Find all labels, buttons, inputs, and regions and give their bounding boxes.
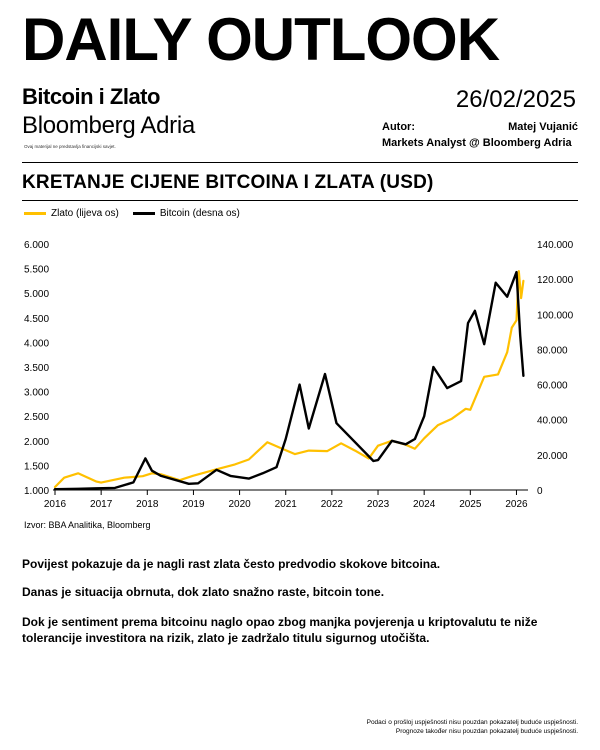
paragraph-1: Povijest pokazuje da je nagli rast zlata… (22, 557, 441, 571)
left-axis-tick-label: 4.000 (24, 338, 49, 349)
author-label: Autor: (382, 121, 415, 133)
paragraph-2: Danas je situacija obrnuta, dok zlato sn… (22, 585, 385, 599)
left-axis-tick-label: 5.500 (24, 265, 49, 276)
author-block: Autor: Matej Vujanić Markets Analyst @ B… (382, 120, 578, 152)
legend-item-bitcoin: Bitcoin (desna os) (132, 208, 240, 219)
chart-source: Izvor: BBA Analitika, Bloomberg (24, 520, 151, 530)
left-axis-tick-label: 5.000 (24, 289, 49, 300)
top-disclaimer: Ovaj materijal ne predstavlja financijsk… (24, 144, 116, 149)
header-divider (22, 162, 578, 163)
left-axis-tick-label: 3.000 (24, 388, 49, 399)
x-axis-tick-label: 2021 (275, 499, 298, 510)
legend-label-bitcoin: Bitcoin (desna os) (159, 208, 240, 219)
right-axis-tick-label: 0 (537, 486, 543, 497)
x-axis-tick-label: 2025 (459, 499, 482, 510)
chart-title-divider (22, 200, 578, 201)
chart-legend: Zlato (lijeva os) Bitcoin (desna os) (24, 208, 254, 219)
author-name: Matej Vujanić (508, 121, 578, 133)
x-axis-tick-label: 2023 (367, 499, 390, 510)
legend-label-gold: Zlato (lijeva os) (51, 208, 119, 219)
right-axis-tick-label: 60.000 (537, 381, 568, 392)
author-role: Markets Analyst @ Bloomberg Adria (382, 136, 572, 149)
right-axis-tick-label: 140.000 (537, 240, 574, 251)
x-axis-tick-label: 2019 (182, 499, 205, 510)
footer-disclaimer: Podaci o prošloj uspješnosti nisu pouzda… (367, 718, 578, 736)
left-axis-tick-label: 2.000 (24, 437, 49, 448)
brand-name: Bloomberg Adria (22, 112, 195, 139)
x-axis-tick-label: 2022 (321, 499, 344, 510)
right-axis-tick-label: 40.000 (537, 416, 568, 427)
chart-title: KRETANJE CIJENE BITCOINA I ZLATA (USD) (22, 172, 434, 193)
series-line-bitcoin (53, 270, 525, 491)
x-axis-tick-label: 2016 (44, 499, 67, 510)
left-axis-tick-label: 4.500 (24, 314, 49, 325)
x-axis-tick-label: 2018 (136, 499, 159, 510)
left-axis-tick-label: 6.000 (24, 240, 49, 251)
right-axis-tick-label: 80.000 (537, 345, 568, 356)
right-axis-tick-label: 100.000 (537, 310, 574, 321)
publication-date: 26/02/2025 (455, 86, 576, 113)
left-axis-tick-label: 1.000 (24, 486, 49, 497)
series-line-gold (53, 269, 525, 489)
legend-swatch-bitcoin (132, 212, 155, 215)
price-chart: 6.000 5.500 5.000 4.500 4.000 3.500 3.000 2.500… (24, 240, 574, 510)
legend-swatch-gold (24, 212, 46, 215)
paragraph-3: Dok je sentiment prema bitcoinu naglo op… (22, 615, 538, 646)
x-axis-tick-label: 2017 (90, 499, 113, 510)
headline: DAILY OUTLOOK (22, 6, 500, 73)
x-axis-tick-label: 2026 (505, 499, 528, 510)
right-axis-tick-label: 120.000 (537, 275, 574, 286)
right-axis-tick-label: 20.000 (537, 451, 568, 462)
legend-item-gold: Zlato (lijeva os) (24, 208, 119, 219)
footer-disclaimer-line-1: Podaci o prošloj uspješnosti nisu pouzda… (366, 719, 578, 726)
x-axis-tick-label: 2020 (228, 499, 251, 510)
footer-disclaimer-line-2: Prognoze također nisu pouzdan pokazatelj… (395, 728, 578, 736)
left-axis-tick-label: 2.500 (24, 412, 49, 423)
left-axis-tick-label: 3.500 (24, 363, 49, 374)
x-axis-tick-label: 2024 (413, 499, 436, 510)
left-axis-tick-label: 1.500 (24, 461, 49, 472)
subtitle: Bitcoin i Zlato (22, 84, 160, 109)
